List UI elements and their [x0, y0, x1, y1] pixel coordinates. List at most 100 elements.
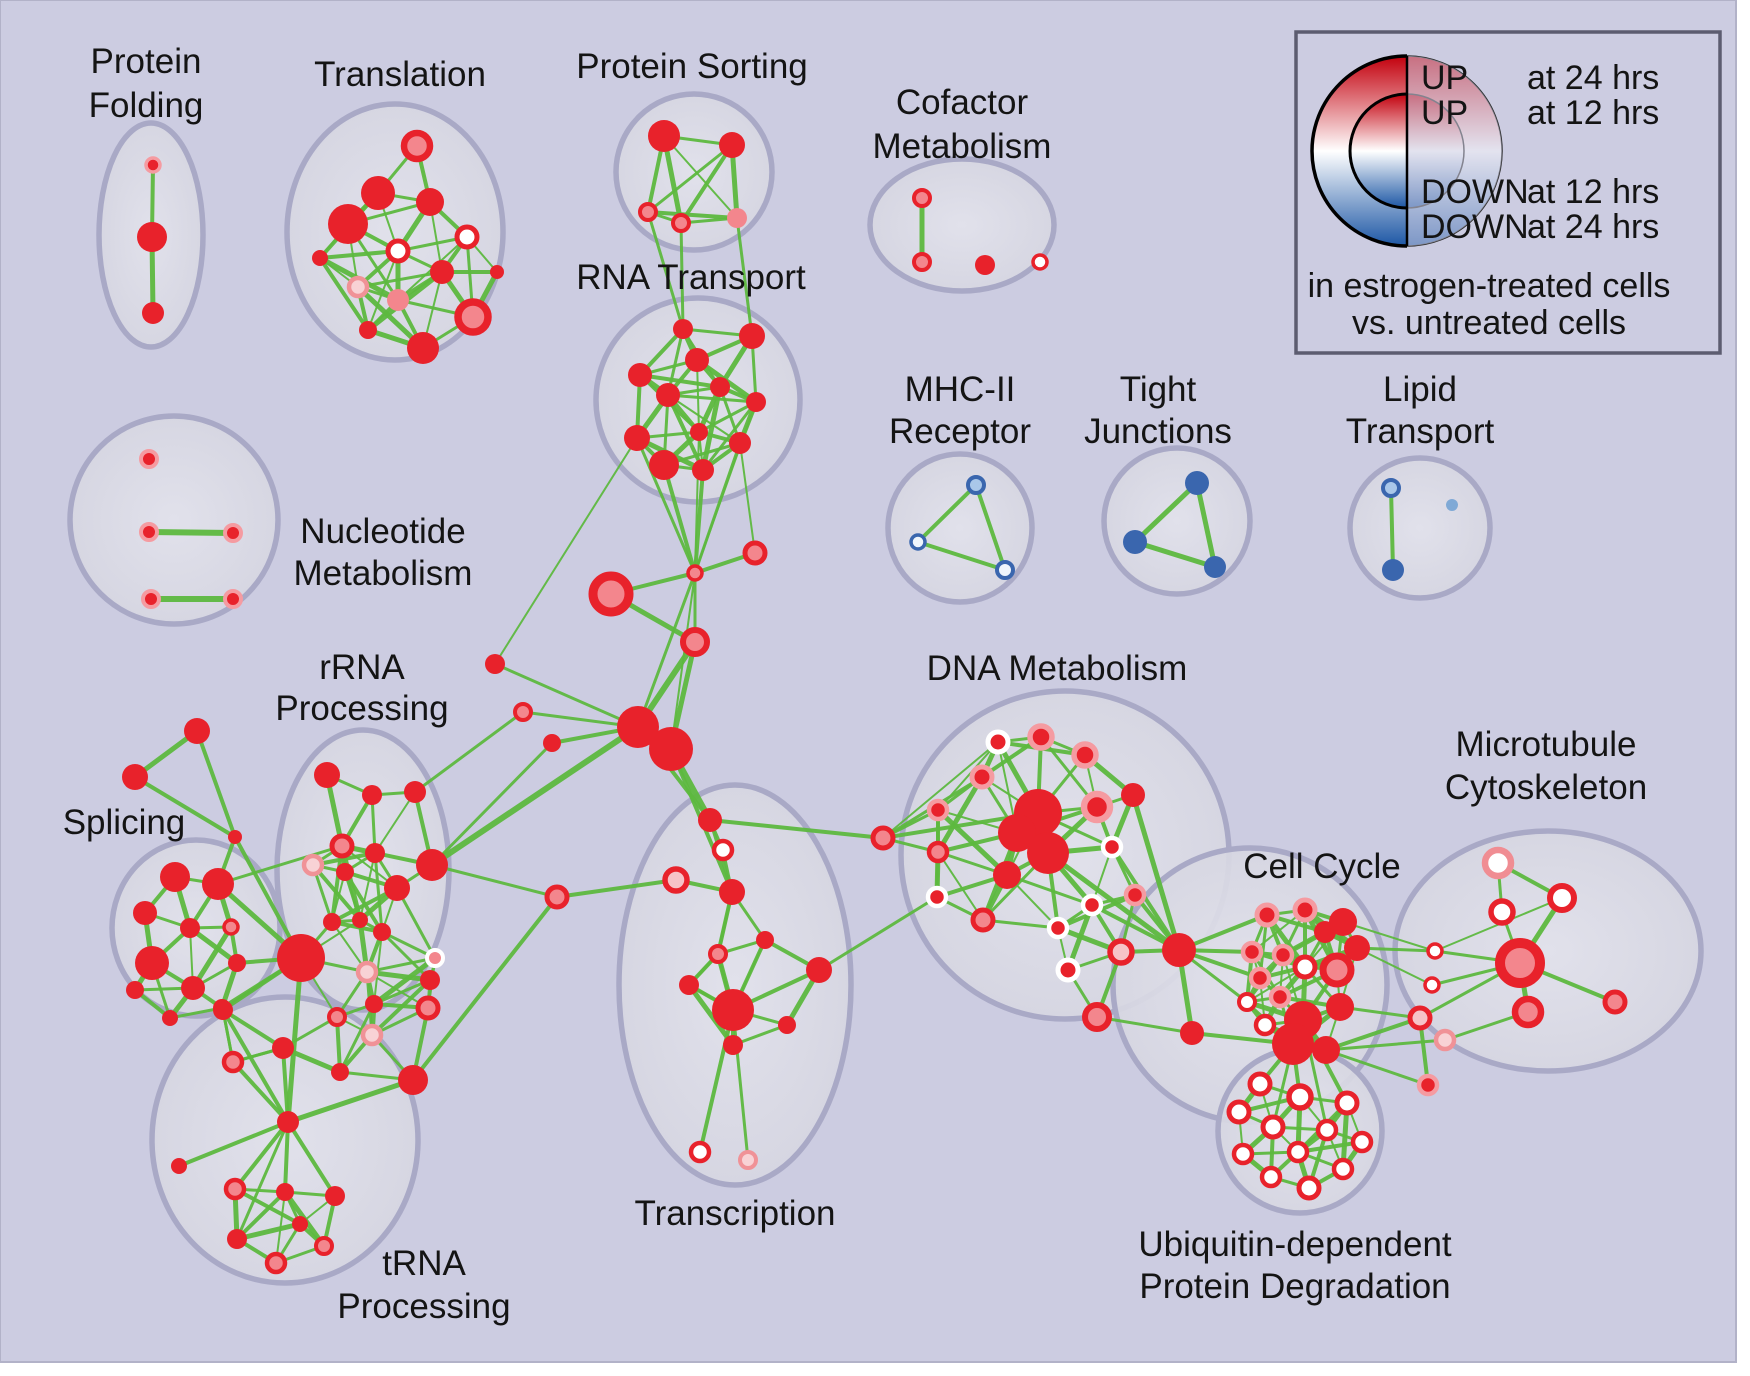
edge-ps [646, 143, 734, 214]
node-ld-2 [1446, 499, 1458, 511]
edge-link [283, 1120, 290, 1194]
edge-link [1324, 1048, 1430, 1087]
edge-tn [235, 1190, 287, 1241]
node-ub-10 [1259, 1165, 1283, 1189]
node-mt-7 [1511, 995, 1545, 1029]
node-mh-0 [966, 475, 986, 495]
cluster-label-rt-line0: RNA Transport [576, 258, 806, 297]
legend-entry-label-3: DOWN [1421, 208, 1529, 246]
edge-rr [380, 930, 432, 982]
node-rt-3 [685, 348, 709, 372]
edge-link [221, 1008, 290, 1124]
legend-faded-half [1407, 56, 1502, 246]
node-tn-4 [325, 1186, 345, 1206]
node-tl-7 [346, 275, 370, 299]
node-tn-1 [171, 1158, 187, 1174]
node-fx-1 [122, 764, 148, 790]
node-cc-14 [1326, 993, 1354, 1021]
node-tc-10 [723, 1035, 743, 1055]
node-tn-0 [277, 1111, 299, 1133]
edge-dn [1005, 873, 1094, 907]
node-rr-12 [425, 948, 445, 968]
node-pf-2 [142, 302, 164, 324]
node-sp-4 [222, 918, 240, 936]
node-tl-5 [385, 238, 411, 264]
node-dn-17 [1123, 883, 1147, 907]
legend-entry-time-1: at 12 hrs [1527, 94, 1659, 132]
node-pf-1 [137, 222, 167, 252]
edge-dn [935, 774, 985, 855]
node-cc-9 [1292, 954, 1318, 980]
cluster-label-cc-line0: Cell Cycle [1243, 847, 1401, 886]
edge-rr [395, 886, 437, 960]
node-rt-2 [628, 363, 652, 387]
node-dn-6 [1080, 790, 1114, 824]
node-ub-4 [1260, 1114, 1286, 1140]
edge-link [286, 1120, 337, 1198]
node-sp-0 [160, 862, 190, 892]
cluster-labels: Protein Folding Translation Protein Sorting… [63, 42, 1647, 1326]
legend-entry-label-0: UP [1421, 59, 1468, 97]
edge-rt [666, 393, 758, 404]
node-tn-8 [292, 1216, 308, 1232]
node-mt-0 [1481, 846, 1515, 880]
legend-footer-line0: in estrogen-treated cells [1308, 267, 1671, 305]
edge-link [285, 1077, 416, 1125]
edge-link [739, 442, 756, 554]
node-cc-5 [1329, 908, 1357, 936]
cluster-label-tj-line1: Junctions [1084, 412, 1232, 451]
edge-link [133, 775, 237, 839]
edge-link [1095, 1015, 1194, 1035]
edge-link [216, 844, 344, 886]
edge-link [430, 863, 559, 899]
node-rr-17 [272, 1037, 294, 1059]
edge-link [731, 1008, 750, 1162]
edge-link [146, 529, 236, 536]
node-sp-8 [126, 981, 144, 999]
node-tj-2 [1204, 556, 1226, 578]
node-dn-2 [1071, 741, 1099, 769]
node-nm-2 [223, 523, 243, 543]
edge-link [1132, 539, 1218, 570]
cluster-label-tj-line0: Tight [1120, 370, 1197, 409]
cluster-label-dn-line0: DNA Metabolism [927, 649, 1188, 688]
edge-rt [697, 400, 758, 434]
node-fx-5 [686, 564, 704, 582]
node-nm-3 [141, 589, 161, 609]
edge-ps [679, 143, 734, 225]
edge-link [1130, 792, 1182, 953]
edge-link [493, 662, 640, 729]
edge-rr [221, 1008, 285, 1050]
edge-link [233, 1120, 290, 1191]
cluster-label-pf-line1: Folding [89, 86, 204, 125]
node-rr-11 [373, 923, 391, 941]
edge-ps [663, 135, 738, 219]
node-rt-0 [673, 319, 693, 339]
cluster-label-ub-line1: Protein Degradation [1139, 1267, 1450, 1306]
edge-rr [373, 851, 384, 934]
edge-rr [374, 791, 416, 854]
cluster-cf-ellipse [867, 156, 1057, 294]
cluster-label-tl-line0: Translation [314, 55, 486, 94]
node-cc-6 [1344, 935, 1370, 961]
node-mt-4 [1495, 938, 1545, 988]
edge-rr [338, 1002, 376, 1074]
node-sp-1 [202, 868, 234, 900]
node-fx-12 [544, 884, 570, 910]
edge-link [1324, 1016, 1422, 1052]
cluster-label-tn-line1: Processing [337, 1287, 510, 1326]
legend-entry-label-2: DOWN [1421, 173, 1529, 211]
node-mt-5 [1423, 976, 1441, 994]
edge-link [694, 401, 757, 574]
node-rt-4 [710, 377, 730, 397]
node-tn-6 [314, 1236, 334, 1256]
node-tl-4 [454, 224, 480, 250]
node-dn-9 [1027, 832, 1069, 874]
node-rr-13 [355, 960, 379, 984]
node-tl-13 [359, 321, 377, 339]
cluster-label-nm-line1: Metabolism [294, 554, 473, 593]
node-sp-5 [135, 946, 169, 980]
legend-footer-line1: vs. untreated cells [1352, 304, 1626, 342]
edge-link [1194, 480, 1218, 570]
node-dn-20 [1082, 1002, 1112, 1032]
